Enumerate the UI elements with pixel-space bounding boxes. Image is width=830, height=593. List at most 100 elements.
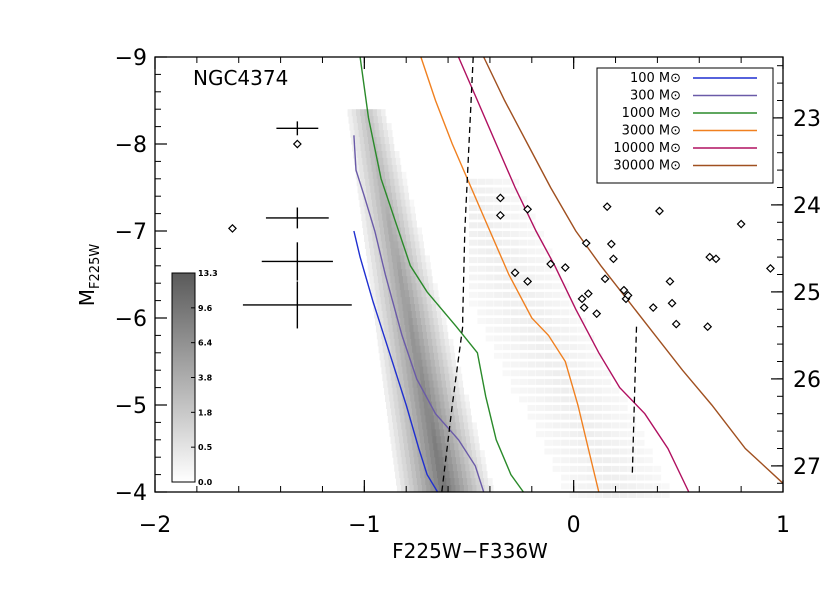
density-cell — [431, 366, 437, 375]
density-cell — [376, 234, 382, 242]
density-cell — [400, 415, 405, 423]
density-cell — [510, 387, 519, 394]
density-cell — [404, 352, 410, 361]
density-cell — [407, 248, 413, 256]
density-cell — [510, 257, 519, 264]
density-cell — [374, 248, 379, 256]
density-cell — [421, 290, 427, 298]
density-cell — [381, 241, 387, 249]
density-cell — [428, 311, 433, 319]
density-cell — [603, 431, 611, 438]
density-cell — [412, 415, 418, 423]
density-cell — [561, 422, 570, 429]
density-cell — [420, 283, 426, 291]
density-cell — [379, 352, 385, 361]
density-cell — [644, 483, 653, 490]
density-cell — [561, 483, 570, 490]
density-cell — [420, 380, 426, 389]
density-cell — [368, 171, 373, 180]
density-cell — [469, 204, 477, 211]
density-cell — [502, 361, 511, 368]
density-cell — [552, 352, 561, 359]
density-cell — [483, 471, 488, 479]
density-cell — [464, 422, 469, 430]
density-cell — [611, 431, 620, 438]
density-cell — [477, 291, 486, 298]
density-cell — [536, 300, 544, 307]
density-cell — [373, 241, 378, 249]
density-cell — [527, 222, 536, 229]
density-cell — [611, 457, 620, 464]
density-cell — [519, 361, 528, 368]
density-cell — [544, 318, 553, 324]
density-cell — [401, 331, 407, 340]
density-cell — [380, 137, 385, 145]
density-cell — [628, 413, 637, 420]
density-cell — [494, 204, 503, 211]
density-cell — [436, 373, 442, 382]
density-cell — [636, 431, 645, 438]
density-cell — [372, 199, 377, 208]
colorbar-label: 1.8 — [198, 408, 213, 417]
density-cell — [417, 450, 422, 458]
density-cell — [360, 206, 365, 215]
density-cell — [411, 338, 416, 347]
density-cell — [394, 241, 399, 249]
density-cell — [386, 151, 392, 159]
scatter-point — [623, 290, 633, 300]
density-cell — [447, 394, 453, 403]
density-cell — [536, 431, 544, 438]
density-cell — [552, 370, 561, 377]
density-cell — [422, 359, 427, 368]
density-cell — [447, 359, 452, 368]
density-cell — [485, 318, 494, 324]
density-cell — [577, 387, 586, 394]
density-cell — [367, 199, 373, 208]
density-cell — [403, 471, 408, 479]
density-cell — [410, 304, 416, 312]
density-cell — [502, 196, 511, 203]
isomass-curve-10000 — [457, 56, 690, 493]
density-cell — [423, 464, 428, 472]
density-cell — [544, 248, 553, 255]
density-cell — [502, 257, 511, 264]
density-cell — [371, 130, 376, 138]
scatter-point — [736, 219, 746, 229]
density-cell — [384, 387, 389, 396]
density-cell — [413, 352, 418, 361]
density-cell — [569, 396, 578, 403]
density-cell — [527, 318, 536, 324]
density-cell — [510, 196, 519, 203]
density-cell — [360, 109, 365, 117]
density-cell — [458, 408, 463, 416]
density-cell — [434, 387, 439, 396]
density-cell — [420, 248, 425, 256]
density-cell — [544, 387, 553, 394]
density-cell — [368, 144, 374, 152]
density-cell — [428, 408, 434, 416]
density-cell — [383, 255, 388, 263]
scatter-point — [606, 239, 616, 249]
density-cell — [401, 485, 406, 493]
colorbar-label: 13.3 — [198, 269, 218, 278]
density-cell — [382, 276, 387, 284]
density-cell — [381, 304, 386, 312]
density-cell — [451, 359, 457, 368]
density-cell — [561, 370, 570, 377]
density-cell — [561, 344, 570, 351]
density-cell — [444, 366, 449, 375]
density-cell — [369, 213, 375, 222]
density-cell — [391, 283, 396, 291]
density-cell — [619, 492, 628, 498]
density-cell — [378, 123, 384, 131]
density-cell — [368, 137, 373, 145]
density-cell — [393, 199, 398, 208]
density-cell — [368, 269, 374, 277]
density-cell — [536, 396, 544, 403]
density-cell — [644, 465, 653, 472]
density-cell — [377, 206, 382, 215]
density-cell — [456, 429, 462, 437]
density-cell — [424, 436, 429, 444]
density-cell — [397, 457, 402, 465]
density-cell — [370, 123, 375, 131]
